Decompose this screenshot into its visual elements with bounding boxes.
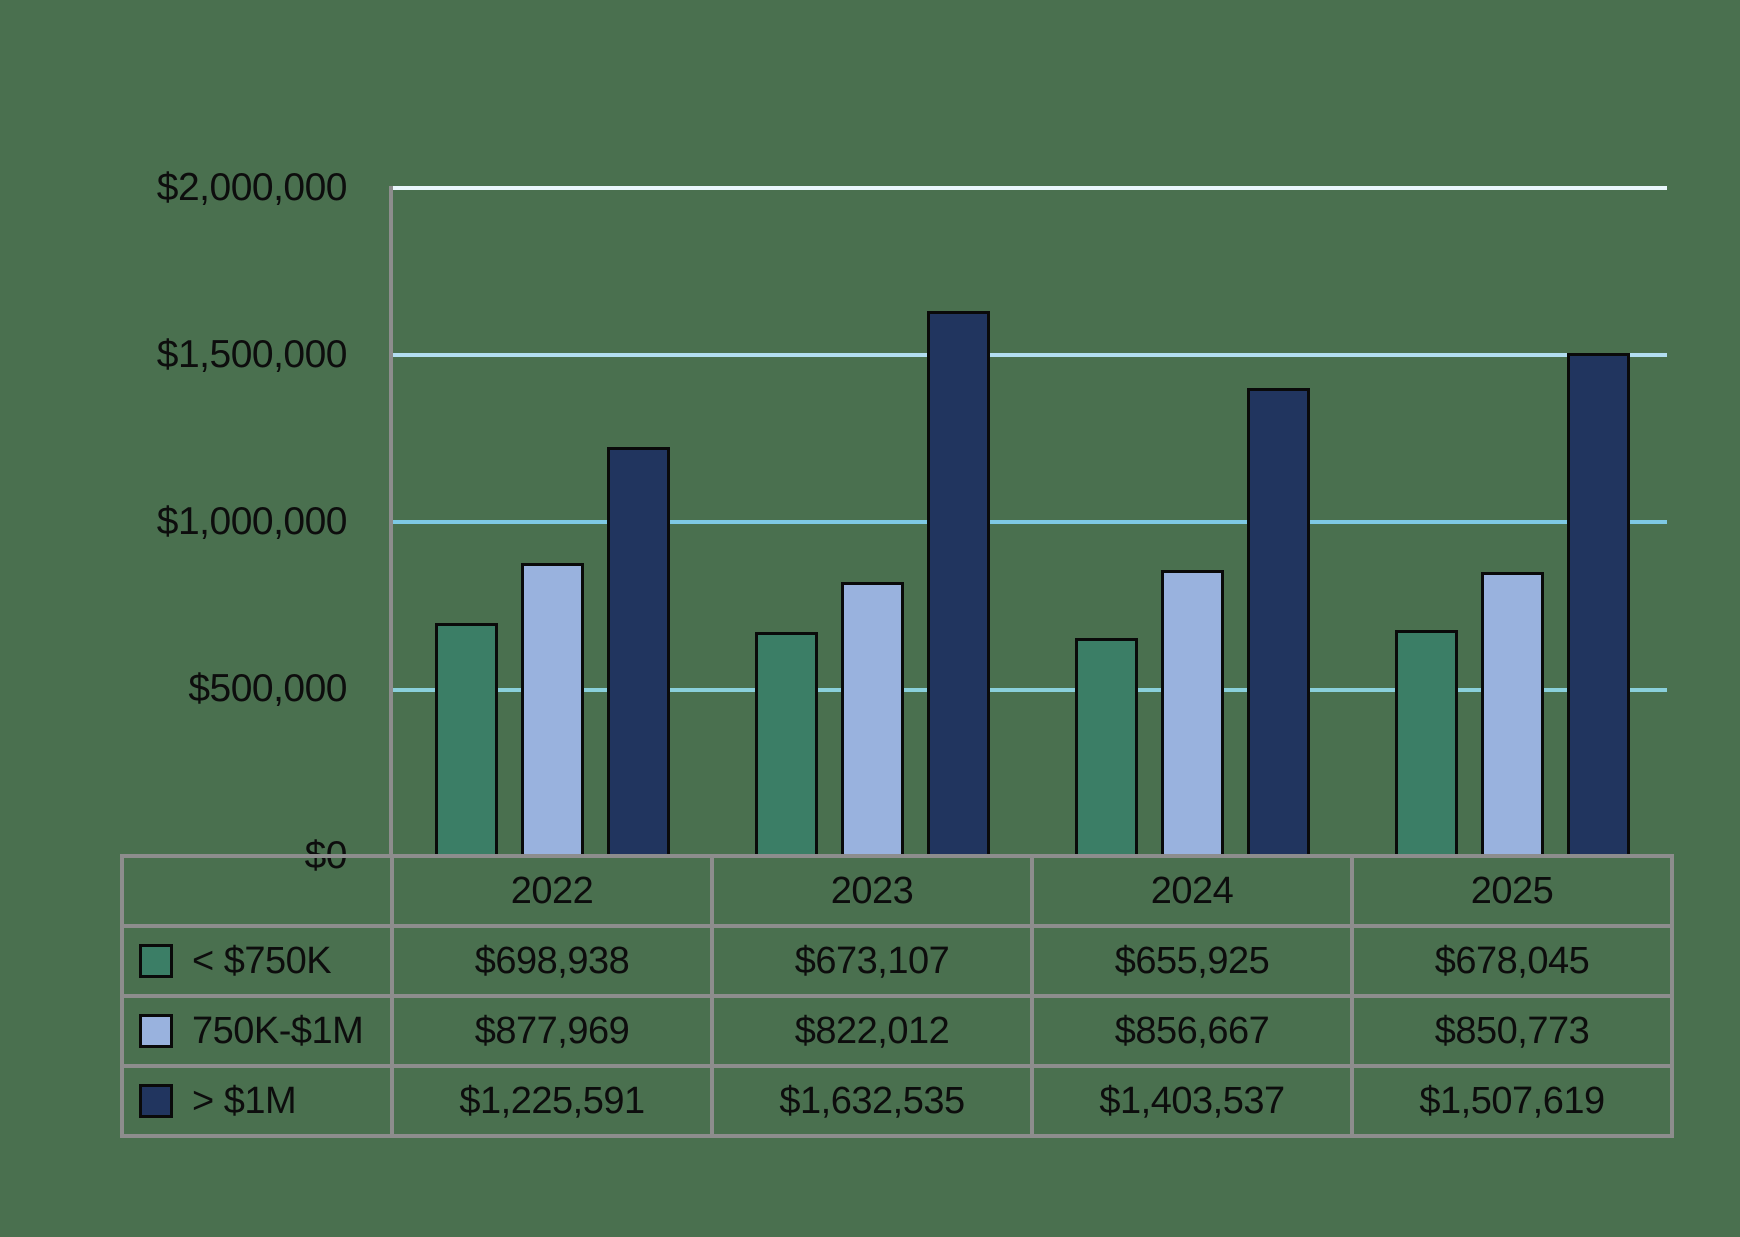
bar-gt1m-2024 (1246, 388, 1310, 857)
bar-gt1m-2025 (1566, 353, 1630, 857)
legend-swatch-750k-1m (139, 1014, 173, 1048)
table-value-cell: $698,938 (390, 924, 714, 998)
y-axis-tick-label: $1,500,000 (156, 333, 348, 376)
bar-lt750k-2025 (1394, 630, 1458, 857)
bar-group-2023 (712, 188, 1032, 857)
table-value-cell: $822,012 (710, 994, 1034, 1068)
bar-750k-1m-2023 (840, 582, 904, 857)
y-axis-line (389, 186, 393, 856)
table-value-cell: $673,107 (710, 924, 1034, 998)
table-value-cell: $1,225,591 (390, 1064, 714, 1138)
table-value-cell: $1,507,619 (1350, 1064, 1674, 1138)
table-value-cell: $850,773 (1350, 994, 1674, 1068)
table-row-750k-1m: 750K-$1M $877,969 $822,012 $856,667 $850… (120, 994, 1674, 1068)
gridline-500000 (392, 688, 1667, 692)
legend-label: < $750K (192, 939, 332, 982)
bar-lt750k-2023 (754, 632, 818, 857)
bar-gt1m-2023 (926, 311, 990, 857)
year-header-2025: 2025 (1350, 854, 1674, 928)
legend-label: 750K-$1M (192, 1009, 364, 1052)
year-header-2022: 2022 (390, 854, 714, 928)
bar-group-2025 (1352, 188, 1672, 857)
gridline-1500000 (392, 353, 1667, 357)
table-value-cell: $1,632,535 (710, 1064, 1034, 1138)
table-value-cell: $1,403,537 (1030, 1064, 1354, 1138)
legend-cell-lt750k: < $750K (120, 924, 394, 998)
legend-cell-750k-1m: 750K-$1M (120, 994, 394, 1068)
table-value-cell: $678,045 (1350, 924, 1674, 998)
data-table: 2022 2023 2024 2025 < $750K $698,938 $67… (120, 854, 1674, 1138)
y-axis-tick-label: $2,000,000 (156, 166, 348, 209)
table-value-cell: $856,667 (1030, 994, 1354, 1068)
table-value-cell: $655,925 (1030, 924, 1354, 998)
bar-750k-1m-2022 (520, 563, 584, 857)
bar-lt750k-2022 (434, 623, 498, 857)
table-row-gt1m: > $1M $1,225,591 $1,632,535 $1,403,537 $… (120, 1064, 1674, 1138)
bar-750k-1m-2025 (1480, 572, 1544, 857)
bar-lt750k-2024 (1074, 638, 1138, 857)
legend-cell-gt1m: > $1M (120, 1064, 394, 1138)
gridline-2000000 (392, 186, 1667, 190)
table-row-lt750k: < $750K $698,938 $673,107 $655,925 $678,… (120, 924, 1674, 998)
year-header-2023: 2023 (710, 854, 1034, 928)
table-year-header-row: 2022 2023 2024 2025 (120, 854, 1674, 928)
y-axis-tick-label: $500,000 (188, 667, 347, 710)
bar-750k-1m-2024 (1160, 570, 1224, 857)
legend-swatch-gt1m (139, 1084, 173, 1118)
table-corner-cell (120, 854, 394, 928)
legend-swatch-lt750k (139, 944, 173, 978)
year-header-2024: 2024 (1030, 854, 1354, 928)
legend-label: > $1M (192, 1079, 297, 1122)
table-value-cell: $877,969 (390, 994, 714, 1068)
bar-group-2022 (392, 188, 712, 857)
bar-gt1m-2022 (606, 447, 670, 857)
bar-group-2024 (1032, 188, 1352, 857)
gridline-1000000 (392, 520, 1667, 524)
y-axis-tick-label: $1,000,000 (156, 500, 348, 543)
